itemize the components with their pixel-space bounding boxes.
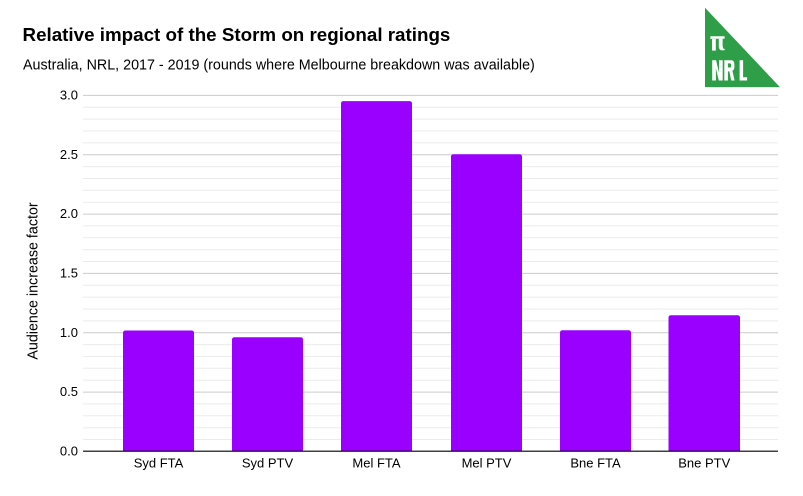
svg-text:Syd PTV: Syd PTV <box>242 456 294 471</box>
svg-text:Audience increase factor: Audience increase factor <box>26 202 42 360</box>
svg-text:Bne PTV: Bne PTV <box>678 456 730 471</box>
svg-text:1.0: 1.0 <box>60 325 78 340</box>
svg-text:Syd FTA: Syd FTA <box>134 456 184 471</box>
svg-text:Bne FTA: Bne FTA <box>570 456 621 471</box>
svg-text:2.0: 2.0 <box>60 206 78 221</box>
svg-text:2.5: 2.5 <box>60 147 78 162</box>
svg-text:1.5: 1.5 <box>60 266 78 281</box>
svg-text:Australia, NRL, 2017 - 2019 (r: Australia, NRL, 2017 - 2019 (rounds wher… <box>23 58 535 74</box>
svg-text:0.5: 0.5 <box>60 384 78 399</box>
svg-text:0.0: 0.0 <box>60 444 78 459</box>
svg-text:Mel FTA: Mel FTA <box>352 456 400 471</box>
svg-text:3.0: 3.0 <box>60 88 78 103</box>
svg-text:Relative impact of the Storm o: Relative impact of the Storm on regional… <box>23 24 451 45</box>
svg-text:Mel PTV: Mel PTV <box>462 456 512 471</box>
